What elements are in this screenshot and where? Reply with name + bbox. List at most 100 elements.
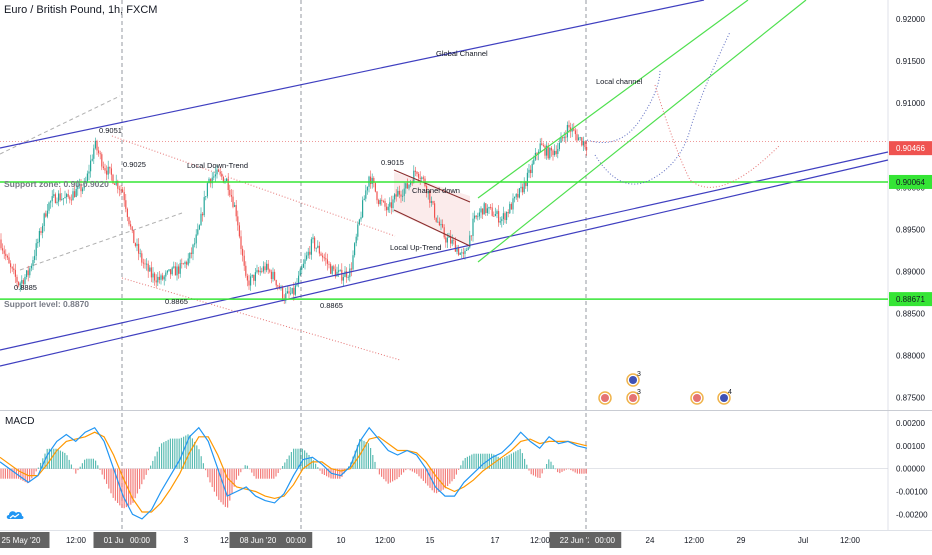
macd-histogram-bar [73, 468, 75, 470]
price-axis[interactable]: 0.920000.915000.910000.905000.900000.895… [889, 15, 932, 403]
candle-body [245, 265, 247, 276]
macd-histogram-bar [33, 468, 35, 475]
event-badges[interactable]: 3 3 4 [598, 371, 732, 405]
macd-histogram-bar [273, 468, 275, 479]
macd-histogram-bar [211, 468, 213, 487]
annotation-label: Local channel [596, 77, 643, 86]
macd-histogram-bar [306, 452, 308, 469]
macd-histogram-bar [48, 448, 50, 469]
candle-body [326, 259, 328, 264]
candle-body [456, 248, 458, 252]
candle-body [66, 194, 68, 197]
candle-body [397, 190, 399, 197]
macd-histogram-bar [246, 465, 248, 469]
macd-histogram-bar [134, 468, 136, 499]
candle-body [494, 214, 496, 217]
macd-histogram-bar [398, 468, 400, 478]
candle-body [112, 174, 114, 184]
candle-body [498, 211, 500, 223]
macd-histogram-bar [174, 438, 176, 469]
candle-body [13, 268, 15, 270]
tradingview-cloud-icon[interactable] [6, 508, 24, 522]
macd-histogram-bar [249, 468, 251, 470]
candle-body [206, 183, 208, 197]
candle-body [254, 272, 256, 281]
candle-body [378, 200, 380, 205]
candle-body [189, 252, 191, 259]
price-tick-label: 0.89500 [896, 225, 925, 234]
macd-histogram-bar [150, 465, 152, 469]
candle-body [483, 203, 485, 215]
candle-body [50, 201, 52, 203]
candle-body [566, 125, 568, 138]
candle-body [19, 283, 21, 286]
price-tick-label: 0.87500 [896, 394, 925, 403]
macd-histogram-bar [75, 468, 77, 474]
candle-body [38, 231, 40, 243]
macd-histogram-bar [242, 468, 244, 470]
macd-histogram-bar [207, 468, 209, 478]
candle-body [579, 137, 581, 139]
candle-body [432, 201, 434, 204]
time-tick-box [123, 532, 157, 548]
time-tick-label: 00:00 [286, 536, 307, 545]
candle-body [312, 237, 314, 240]
candle-body [270, 271, 272, 279]
macd-histogram-bar [581, 468, 583, 474]
macd-histogram-bar [473, 453, 475, 469]
candle-body [246, 275, 248, 281]
candle-body [486, 208, 488, 213]
candle-body [102, 166, 104, 169]
candle-body [355, 236, 357, 244]
candle-body [339, 269, 341, 271]
macd-histogram-bar [469, 455, 471, 469]
candle-body [546, 145, 548, 156]
macd-tick-label: 0.00200 [896, 419, 925, 428]
macd-axis[interactable]: 0.00200 0.00100 0.00000 -0.00100 -0.00200 [896, 419, 928, 519]
macd-histogram-bar [482, 453, 484, 469]
macd-histogram-bar [213, 468, 215, 492]
candle-body [426, 186, 428, 194]
candle-body [478, 212, 480, 217]
macd-histogram-bar [132, 468, 134, 503]
macd-title[interactable]: MACD [5, 416, 35, 427]
candle-body [160, 275, 162, 280]
candle-body [435, 217, 437, 222]
macd-histogram-bar [363, 440, 365, 469]
macd-histogram-bar [299, 448, 301, 469]
macd-histogram-bar [77, 468, 79, 471]
candle-body [352, 255, 354, 270]
candle-body [488, 207, 490, 209]
macd-histogram-bar [563, 468, 565, 471]
candle-body [573, 128, 575, 131]
candle-body [163, 276, 165, 280]
candle-body [461, 252, 463, 254]
macd-histogram-bar [251, 468, 253, 473]
price-tick-label: 0.91500 [896, 57, 925, 66]
macd-histogram-bar [389, 468, 391, 483]
macd-histogram-bar [378, 468, 380, 475]
candle-body [195, 234, 197, 244]
candle-body [462, 252, 464, 254]
macd-histogram-bar [88, 458, 90, 469]
candle-body [62, 198, 64, 199]
macd-histogram-bar [394, 468, 396, 481]
time-tick-label: 01 Jun '20 [104, 536, 141, 545]
candle-body [469, 235, 471, 248]
time-tick-label: 29 [737, 536, 746, 545]
time-tick-box [229, 532, 287, 548]
candle-body [576, 134, 578, 141]
candle-body [59, 193, 61, 200]
candle-body [232, 196, 234, 207]
candle-body [522, 186, 524, 193]
macd-histogram-bar [508, 454, 510, 469]
candle-body [70, 199, 72, 201]
macd-histogram-bar [288, 455, 290, 469]
candle-body [408, 184, 410, 189]
candle-body [130, 224, 132, 227]
macd-histogram-bar [317, 467, 319, 469]
candle-body [226, 178, 228, 181]
macd-histogram-bar [106, 468, 108, 484]
